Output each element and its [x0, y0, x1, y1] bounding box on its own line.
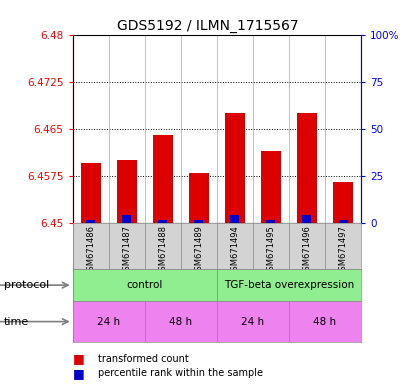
Bar	[217, 269, 361, 301]
Text: GSM671487: GSM671487	[122, 225, 131, 276]
Text: GSM671488: GSM671488	[158, 225, 167, 276]
Bar	[86, 220, 95, 223]
Text: 24 h: 24 h	[242, 316, 264, 327]
Bar	[73, 269, 217, 301]
Text: control: control	[127, 280, 163, 290]
Text: ■: ■	[73, 367, 84, 380]
Text: 24 h: 24 h	[97, 316, 120, 327]
Bar	[261, 151, 281, 223]
Text: 48 h: 48 h	[313, 316, 337, 327]
Text: percentile rank within the sample: percentile rank within the sample	[98, 368, 263, 378]
Bar	[122, 215, 131, 223]
Bar	[73, 301, 145, 342]
Bar	[289, 301, 361, 342]
Bar	[158, 220, 167, 223]
Bar	[230, 215, 239, 223]
Text: time: time	[4, 316, 29, 327]
Bar	[145, 301, 217, 342]
Bar	[81, 163, 100, 223]
Text: GSM671495: GSM671495	[266, 225, 276, 276]
Text: protocol: protocol	[4, 280, 49, 290]
Text: GSM671494: GSM671494	[230, 225, 239, 276]
Bar	[189, 172, 209, 223]
Bar	[266, 220, 276, 223]
Bar	[303, 215, 312, 223]
Text: 48 h: 48 h	[169, 316, 192, 327]
Text: GSM671496: GSM671496	[303, 225, 312, 276]
Bar	[117, 160, 137, 223]
Bar	[333, 182, 353, 223]
Bar	[153, 135, 173, 223]
Bar	[217, 301, 289, 342]
Bar	[339, 220, 347, 223]
Bar	[194, 220, 203, 223]
Text: TGF-beta overexpression: TGF-beta overexpression	[224, 280, 354, 290]
Text: GSM671489: GSM671489	[194, 225, 203, 276]
Text: GSM671497: GSM671497	[339, 225, 347, 276]
Bar	[225, 113, 245, 223]
Text: GDS5192 / ILMN_1715567: GDS5192 / ILMN_1715567	[117, 19, 298, 33]
Bar	[297, 113, 317, 223]
Text: transformed count: transformed count	[98, 354, 188, 364]
Text: GSM671486: GSM671486	[86, 225, 95, 276]
Text: ■: ■	[73, 353, 84, 366]
